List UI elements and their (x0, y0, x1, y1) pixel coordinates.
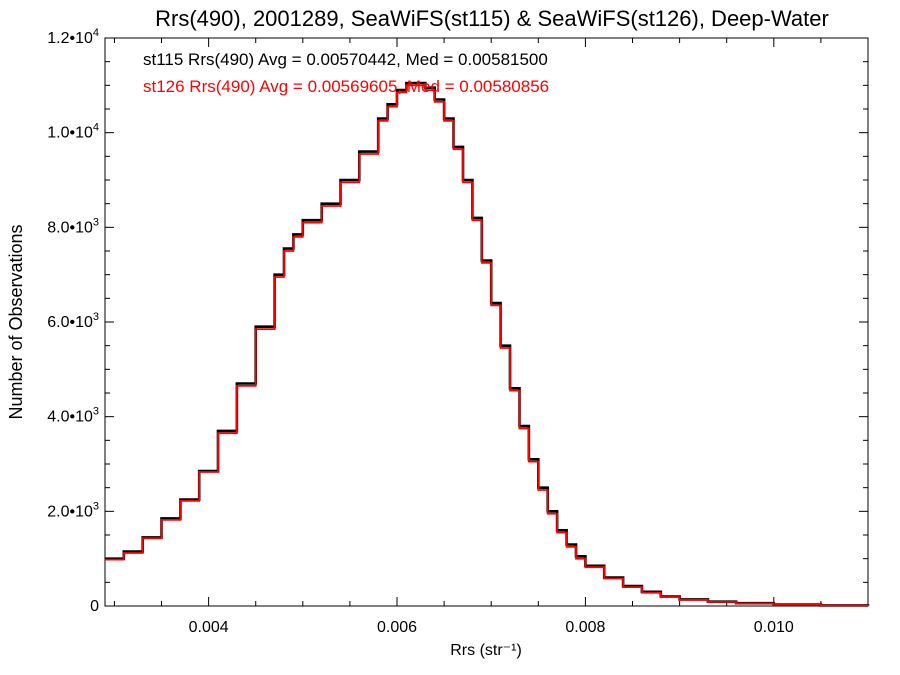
y-tick-label: 1.2•104 (47, 27, 99, 47)
y-tick-exponent: 4 (93, 122, 99, 134)
y-tick-exponent: 3 (93, 500, 99, 512)
plot-frame (104, 37, 869, 607)
y-axis-ticks: 02.0•1034.0•1036.0•1038.0•1031.0•1041.2•… (47, 27, 868, 615)
y-tick-mantissa: 6.0•10 (47, 314, 93, 331)
y-tick-label: 2.0•103 (47, 500, 99, 520)
x-axis-ticks: 0.004 0.006 0.008 0.010 (113, 38, 869, 636)
x-tick-label: 0.006 (377, 619, 417, 636)
x-tick-label: 0.008 (565, 619, 605, 636)
y-tick-mantissa: 8.0•10 (47, 219, 93, 236)
y-tick-label: 0 (90, 598, 99, 615)
x-tick-label: 0.004 (189, 619, 229, 636)
y-tick-mantissa: 2.0•10 (47, 503, 93, 520)
y-tick-label: 1.0•104 (47, 122, 99, 142)
x-tick-label: 0.010 (754, 619, 794, 636)
y-tick-exponent: 4 (93, 27, 99, 39)
y-tick-exponent: 3 (93, 406, 99, 418)
y-tick-exponent: 3 (93, 311, 99, 323)
series-annotation-st115: st115 Rrs(490) Avg = 0.00570442, Med = 0… (143, 50, 548, 69)
chart-title: Rrs(490), 2001289, SeaWiFS(st115) & SeaW… (155, 6, 829, 31)
series-annotation-st126: st126 Rrs(490) Avg = 0.00569605, Med = 0… (143, 77, 549, 96)
x-axis-label: Rrs (str⁻¹) (450, 642, 522, 659)
y-tick-mantissa: 1.2•10 (47, 30, 93, 47)
y-tick-label: 8.0•103 (47, 216, 99, 236)
y-axis-label: Number of Observations (6, 224, 26, 419)
y-tick-mantissa: 1.0•10 (47, 125, 93, 142)
y-tick-exponent: 3 (93, 216, 99, 228)
y-tick-label: 6.0•103 (47, 311, 99, 331)
y-tick-mantissa: 0 (90, 598, 99, 615)
series-line-st115 (105, 81, 870, 607)
series-line-st126 (105, 84, 869, 607)
series-layer (105, 81, 870, 607)
y-tick-label: 4.0•103 (47, 406, 99, 426)
y-tick-mantissa: 4.0•10 (47, 409, 93, 426)
